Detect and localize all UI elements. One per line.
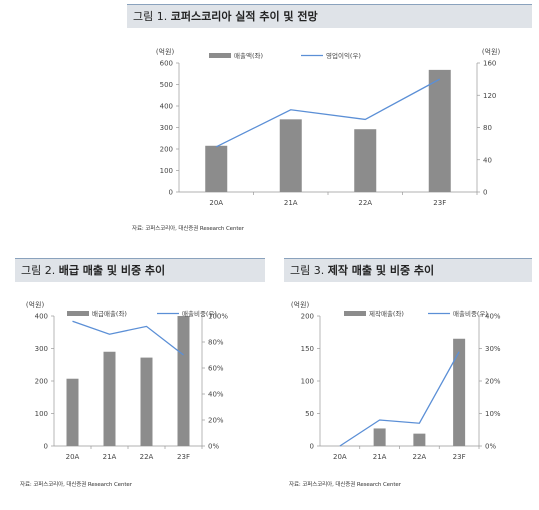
right-tick-label: 0%: [485, 443, 496, 451]
right-tick-label: 160: [483, 60, 496, 68]
right-tick-label: 0: [483, 189, 487, 197]
left-axis-label: (억원): [26, 300, 45, 309]
left-tick-label: 300: [160, 124, 173, 132]
figure2-title: 배급 매출 및 비중 추이: [58, 264, 166, 277]
right-tick-label: 120: [483, 92, 496, 100]
figure3-prefix: 그림 3.: [290, 264, 325, 277]
figure2-header: 그림 2. 배급 매출 및 비중 추이: [15, 258, 265, 282]
left-tick-label: 300: [35, 345, 48, 353]
legend-bar-label: 배급매출(좌): [92, 309, 127, 318]
left-tick-label: 600: [160, 60, 173, 68]
right-tick-label: 0%: [208, 443, 219, 451]
left-tick-label: 500: [160, 81, 173, 89]
left-axis-label: (억원): [156, 47, 175, 56]
left-tick-label: 100: [301, 378, 314, 386]
legend-bar-label: 매출액(좌): [234, 51, 263, 60]
left-tick-label: 0: [310, 443, 314, 451]
bar: [373, 428, 386, 446]
chart-2: 0 100 200 300 400 0% 20% 40% 60% 80% 100% (억원) 20A 21…: [26, 300, 229, 461]
x-tick-label: 23F: [433, 199, 446, 207]
figure3-title: 제작 매출 및 비중 추이: [327, 264, 435, 277]
line-series: [215, 78, 441, 148]
left-tick-label: 200: [160, 146, 173, 154]
bar: [428, 69, 451, 192]
figure1-header: 그림 1. 코퍼스코리아 실적 추이 및 전망: [127, 4, 532, 28]
bar: [279, 119, 302, 192]
left-tick-label: 200: [35, 378, 48, 386]
figure1-title: 코퍼스코리아 실적 추이 및 전망: [170, 10, 318, 23]
bar: [177, 316, 190, 446]
legend-bar-swatch: [67, 311, 89, 316]
x-tick-label: 21A: [373, 453, 387, 461]
right-tick-label: 60%: [208, 365, 224, 373]
bar: [453, 338, 466, 446]
right-tick-label: 80%: [208, 339, 224, 347]
bar: [66, 378, 79, 446]
figure2-prefix: 그림 2.: [21, 264, 56, 277]
left-tick-label: 100: [35, 410, 48, 418]
figure1-source: 자료: 코퍼스코리아, 대신증권 Research Center: [132, 226, 244, 232]
right-tick-label: 30%: [485, 345, 501, 353]
bar: [103, 351, 116, 446]
line-series: [339, 351, 460, 447]
x-tick-label: 20A: [66, 453, 80, 461]
right-tick-label: 20%: [485, 378, 501, 386]
right-tick-label: 100%: [208, 313, 228, 321]
legend-bar-swatch: [344, 311, 366, 316]
x-tick-label: 22A: [413, 453, 427, 461]
legend-line-label: 매출비중(우): [453, 309, 488, 318]
left-tick-label: 400: [35, 313, 48, 321]
legend-line-label: 영업이익(우): [326, 51, 361, 60]
x-tick-label: 23F: [177, 453, 190, 461]
x-tick-label: 20A: [209, 199, 223, 207]
legend-bar-label: 제작매출(좌): [369, 309, 404, 318]
left-tick-label: 50: [305, 410, 314, 418]
legend-bar-swatch: [209, 53, 231, 58]
x-tick-label: 22A: [358, 199, 372, 207]
figure3-source: 자료: 코퍼스코리아, 대신증권 Research Center: [289, 482, 401, 488]
figure3-header: 그림 3. 제작 매출 및 비중 추이: [284, 258, 532, 282]
chart-3: 0 50 100 150 200 0% 10% 20% 30% 40% (억원) 20A 21A 22A 2…: [291, 300, 501, 461]
bar: [140, 357, 153, 446]
figure2-source: 자료: 코퍼스코리아, 대신증권 Research Center: [20, 482, 132, 488]
right-tick-label: 40%: [208, 391, 224, 399]
legend-line-label: 매출비중(우): [182, 309, 217, 318]
x-tick-label: 21A: [284, 199, 298, 207]
right-axis-label: (억원): [482, 47, 501, 56]
bar: [413, 433, 426, 446]
bar: [205, 145, 228, 192]
line-series: [72, 320, 184, 356]
right-tick-label: 80: [483, 124, 492, 132]
left-axis-label: (억원): [291, 300, 310, 309]
x-tick-label: 20A: [333, 453, 347, 461]
right-tick-label: 40: [483, 156, 492, 164]
chart-1: 0 100 200 300 400 500 600 0 40 80 120 160 (억원) (억원) 20…: [156, 47, 501, 207]
x-tick-label: 23F: [453, 453, 466, 461]
bar: [354, 129, 377, 192]
x-tick-label: 21A: [103, 453, 117, 461]
left-tick-label: 150: [301, 345, 314, 353]
x-tick-label: 22A: [140, 453, 154, 461]
right-tick-label: 20%: [208, 417, 224, 425]
left-tick-label: 200: [301, 313, 314, 321]
right-tick-label: 40%: [485, 313, 501, 321]
left-tick-label: 0: [44, 443, 48, 451]
figure1-prefix: 그림 1.: [133, 10, 168, 23]
left-tick-label: 400: [160, 103, 173, 111]
left-tick-label: 100: [160, 167, 173, 175]
left-tick-label: 0: [169, 189, 173, 197]
right-tick-label: 10%: [485, 410, 501, 418]
